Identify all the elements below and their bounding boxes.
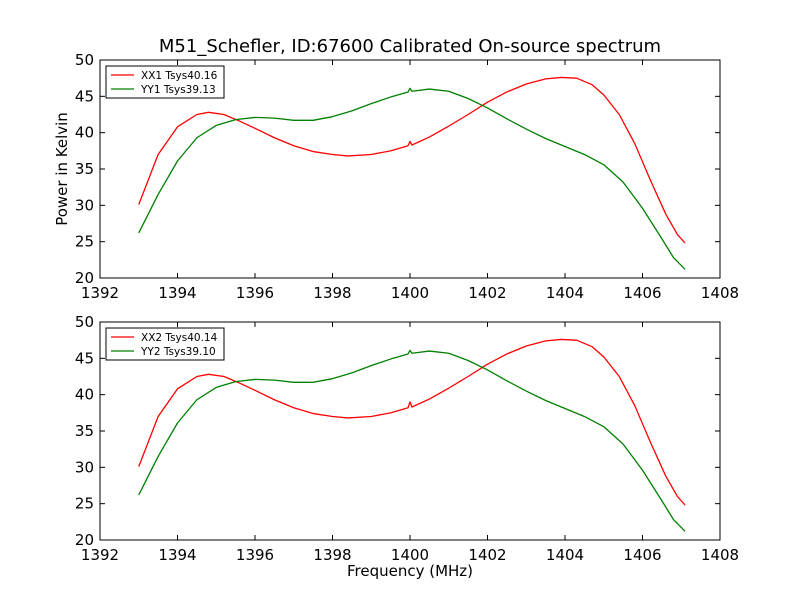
- series-line-2: [138, 349, 686, 532]
- bottom-panel: 1392 1394 1396 1398 1400 1402 1404 1406 1408 20 25…: [75, 313, 739, 564]
- x-tick-label: 1400: [391, 546, 429, 564]
- y-tick-label: 30: [75, 196, 94, 214]
- y-tick-label: 45: [75, 349, 94, 367]
- x-tick-label: 1404: [546, 546, 584, 564]
- x-tick-label: 1396: [236, 284, 274, 302]
- legend-label: YY2 Tsys39.10: [140, 346, 216, 358]
- x-tick-label: 1394: [158, 546, 196, 564]
- y-tick-label: 50: [75, 51, 94, 69]
- y-tick-label: 50: [75, 313, 94, 331]
- y-tick-label: 35: [75, 422, 94, 440]
- top-panel: 1392 1394 1396 1398 1400 1402 1404 1406 1408 20 25…: [75, 51, 739, 302]
- legend-label: XX1 Tsys40.16: [141, 70, 218, 82]
- x-tick-label: 1402: [468, 284, 506, 302]
- legend-box: [105, 327, 225, 361]
- x-tick-label: 1408: [701, 284, 739, 302]
- x-tick-label: 1398: [313, 284, 351, 302]
- y-tick-label: 20: [75, 531, 94, 549]
- legend-box: [105, 65, 225, 99]
- chart-title: M51_Schefler, ID:67600 Calibrated On-sou…: [159, 36, 661, 57]
- y-tick-label: 45: [75, 87, 94, 105]
- x-tick-label: 1400: [391, 284, 429, 302]
- y-tick-label: 25: [75, 233, 94, 251]
- series-line-1: [138, 76, 686, 244]
- x-tick-label: 1396: [236, 546, 274, 564]
- x-tick-label: 1404: [546, 284, 584, 302]
- x-tick-label: 1406: [623, 546, 661, 564]
- y-tick-label: 35: [75, 160, 94, 178]
- y-tick-label: 40: [75, 386, 94, 404]
- legend-label: XX2 Tsys40.14: [141, 332, 218, 344]
- x-tick-label: 1402: [468, 546, 506, 564]
- x-tick-label: 1394: [158, 284, 196, 302]
- x-tick-label: 1392: [81, 546, 119, 564]
- y-tick-label: 40: [75, 124, 94, 142]
- y-tick-label: 25: [75, 495, 94, 513]
- x-tick-label: 1406: [623, 284, 661, 302]
- x-axis-label: Frequency (MHz): [347, 562, 473, 580]
- legend-label: YY1 Tsys39.13: [140, 84, 216, 96]
- x-tick-label: 1398: [313, 546, 351, 564]
- y-tick-label: 30: [75, 458, 94, 476]
- series-line-1: [138, 338, 686, 506]
- x-tick-label: 1392: [81, 284, 119, 302]
- y-tick-label: 20: [75, 269, 94, 287]
- series-line-2: [138, 87, 686, 270]
- y-axis-label: Power in Kelvin: [53, 112, 71, 226]
- x-tick-label: 1408: [701, 546, 739, 564]
